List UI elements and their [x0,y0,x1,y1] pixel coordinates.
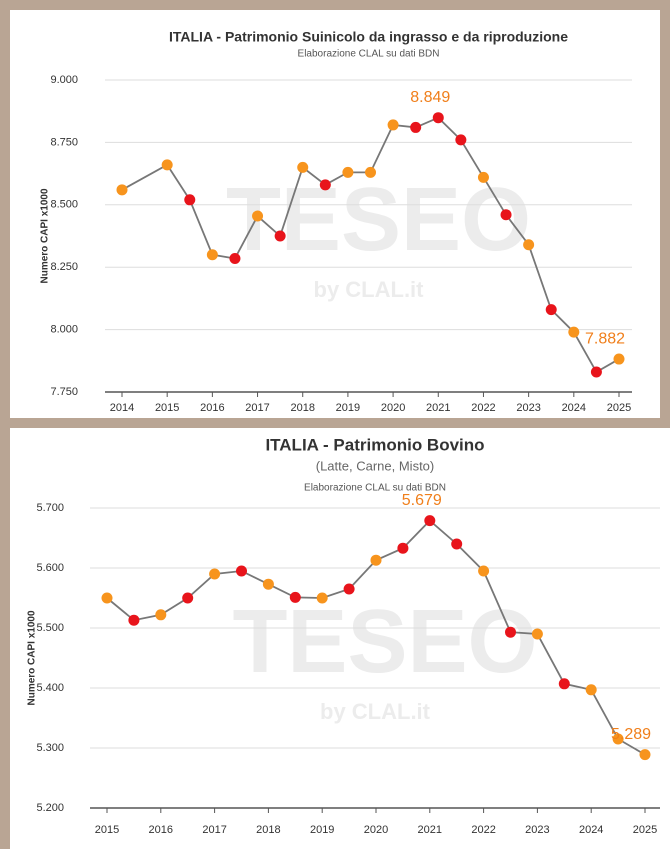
data-point [161,159,173,171]
chart-title: ITALIA - Patrimonio Bovino [265,435,484,454]
data-point [343,583,355,595]
x-tick-label: 2024 [579,824,603,836]
data-point [531,628,543,640]
chart-subtitle: Elaborazione CLAL su dati BDN [298,49,440,60]
x-tick-label: 2019 [336,402,360,414]
data-point [319,179,331,191]
x-tick-label: 2025 [633,824,657,836]
data-point [128,614,140,626]
y-axis-title: Numero CAPI x1000 [27,610,38,705]
x-tick-label: 2024 [562,402,586,414]
data-point [209,568,221,580]
data-point [182,592,194,604]
x-tick-label: 2017 [245,402,269,414]
data-point [274,230,286,242]
x-tick-label: 2015 [155,402,179,414]
data-point [478,565,490,577]
data-point [451,538,463,550]
data-point [206,249,218,261]
x-tick-label: 2021 [418,824,442,836]
x-tick-label: 2020 [364,824,388,836]
data-point [585,684,597,696]
data-point [590,366,602,378]
data-point [424,515,436,527]
y-tick-label: 5.700 [36,502,64,514]
x-tick-label: 2016 [200,402,224,414]
y-tick-label: 9.000 [50,74,78,86]
data-label: 7.882 [585,330,625,347]
data-point [316,592,328,604]
y-tick-label: 5.400 [36,682,64,694]
data-label: 5.679 [402,492,442,509]
data-point [101,592,113,604]
y-tick-label: 5.500 [36,622,64,634]
data-point [365,166,376,178]
x-tick-label: 2022 [471,824,495,836]
data-point [612,733,624,745]
data-point [236,565,247,577]
data-point [370,554,382,566]
y-tick-label: 8.250 [50,261,78,273]
data-point [545,304,557,316]
x-tick-label: 2016 [149,824,173,836]
watermark-sub: by CLAL.it [314,277,425,302]
data-point [252,210,264,222]
x-tick-label: 2017 [202,824,226,836]
x-tick-label: 2023 [516,402,540,414]
x-tick-label: 2021 [426,402,450,414]
data-point [455,134,467,146]
x-tick-label: 2020 [381,402,405,414]
data-point [523,239,535,251]
data-point [558,678,570,690]
data-point [297,161,309,173]
x-tick-label: 2014 [110,402,134,414]
chart-subtitle: (Latte, Carne, Misto) [316,458,435,473]
y-tick-label: 5.300 [36,742,64,754]
chart-panel [10,10,660,418]
data-label: 5.289 [611,726,651,743]
data-point [639,749,651,761]
watermark: TESEO [226,170,531,270]
x-tick-label: 2015 [95,824,119,836]
data-point [500,209,512,221]
data-point [432,112,444,124]
data-point [613,353,625,365]
x-tick-label: 2018 [256,824,280,836]
x-tick-label: 2018 [290,402,314,414]
x-tick-label: 2025 [607,402,631,414]
series-line [121,116,620,374]
data-label: 8.849 [410,89,450,106]
y-tick-label: 8.750 [50,136,78,148]
y-tick-label: 8.500 [50,199,78,211]
data-point [387,119,399,131]
y-tick-label: 8.000 [50,324,78,336]
data-point [477,171,489,183]
data-point [116,184,128,196]
chart-source: Elaborazione CLAL su dati BDN [304,483,446,494]
data-point [568,326,580,338]
data-point [505,626,516,638]
x-tick-label: 2019 [310,824,334,836]
data-point [155,609,167,621]
x-tick-label: 2023 [525,824,549,836]
data-point [410,121,422,133]
y-axis-title: Numero CAPI x1000 [40,188,51,283]
watermark: TESEO [232,592,537,692]
data-point [397,542,409,554]
watermark-sub: by CLAL.it [320,699,431,724]
data-point [289,591,301,603]
data-point [342,166,354,178]
chart-title: ITALIA - Patrimonio Suinicolo da ingrass… [169,29,568,45]
data-point [229,252,241,264]
y-tick-label: 5.200 [36,802,64,814]
y-tick-label: 7.750 [50,386,78,398]
data-point [262,578,274,590]
chart-panel [10,428,670,849]
y-tick-label: 5.600 [36,562,64,574]
data-point [184,194,196,206]
x-tick-label: 2022 [471,402,495,414]
